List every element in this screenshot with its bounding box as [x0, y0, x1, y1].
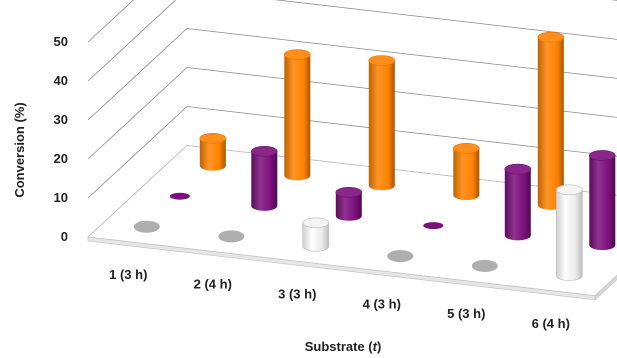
zero-disc	[218, 230, 245, 243]
bar---2	[218, 230, 245, 243]
bar-B-5	[537, 31, 565, 210]
zero-disc	[387, 250, 414, 263]
x-axis-title-var: t	[373, 339, 378, 354]
bar-B-3	[368, 55, 396, 191]
bar-body	[335, 192, 362, 221]
bar-A-1	[169, 192, 190, 200]
bar-body	[589, 155, 616, 251]
x-tick-label: 4 (3 h)	[363, 296, 401, 311]
bar---5	[471, 259, 498, 272]
zero-disc	[169, 192, 190, 200]
bar-A-6	[588, 150, 616, 251]
gridline	[87, 28, 617, 121]
x-axis-title-tail: )	[377, 339, 381, 354]
x-tick-label: 5 (3 h)	[447, 306, 485, 321]
x-tick-label: 1 (3 h)	[109, 267, 147, 282]
bar-A-3	[335, 187, 363, 221]
floor-edge-side	[594, 275, 617, 301]
x-tick-labels: 1 (3 h) 2 (4 h) 3 (3 h) 4 (3 h) 5 (3 h) 6 (4 …	[109, 267, 570, 331]
bar-body	[556, 189, 583, 281]
y-tick-label: 40	[54, 73, 68, 88]
bar-body	[199, 138, 226, 171]
bar-A-2	[250, 146, 278, 211]
bar---1	[133, 220, 160, 233]
bar-top	[504, 163, 532, 175]
bar-top	[250, 146, 278, 157]
y-tick-label: 30	[54, 112, 68, 127]
zero-disc	[423, 222, 444, 230]
zero-disc	[471, 259, 498, 272]
bar-top	[588, 150, 616, 161]
gridline	[87, 67, 617, 160]
bar-body	[251, 151, 278, 211]
bar-A-4	[423, 222, 444, 230]
bar-top	[555, 184, 583, 196]
bar---4	[387, 250, 414, 263]
bar-top	[335, 187, 363, 198]
y-tick-label: 10	[54, 190, 68, 205]
y-tick-label: 0	[61, 229, 68, 244]
side-wall	[88, 0, 187, 237]
gridline	[87, 106, 617, 199]
chart-floor	[87, 145, 617, 301]
bar-top	[199, 133, 227, 144]
x-tick-label: 6 (4 h)	[532, 316, 570, 331]
bar-B-1	[199, 133, 227, 171]
bar-B-4	[452, 143, 480, 201]
bar-top	[452, 143, 480, 154]
y-tick-label: 50	[54, 34, 68, 49]
x-axis-title: Substrate (t)	[305, 339, 382, 354]
y-axis-title: Conversion (%)	[12, 102, 27, 197]
x-tick-label: 2 (4 h)	[194, 277, 232, 292]
x-axis-title-main: Substrate (	[305, 339, 374, 354]
chart-bars	[133, 31, 616, 281]
bar-B-2	[283, 49, 311, 181]
bar---6	[555, 184, 583, 281]
x-tick-label: 3 (3 h)	[278, 287, 316, 302]
bar-top	[283, 49, 311, 60]
y-tick-labels: 0 10 20 30 40 50	[54, 34, 68, 244]
bar-body	[284, 54, 311, 181]
bar-body	[302, 222, 330, 252]
zero-disc	[133, 220, 160, 233]
bar-body	[368, 60, 395, 191]
gridline	[87, 0, 617, 43]
bar-A-5	[504, 163, 532, 241]
bar-body	[504, 169, 531, 241]
y-tick-label: 20	[54, 151, 68, 166]
bar-body	[537, 37, 564, 210]
gridline	[87, 0, 617, 82]
bar-body	[453, 148, 480, 201]
bar---3	[302, 217, 330, 252]
bar-top	[302, 217, 330, 229]
bar-top	[368, 55, 396, 66]
bar-top	[537, 31, 565, 43]
